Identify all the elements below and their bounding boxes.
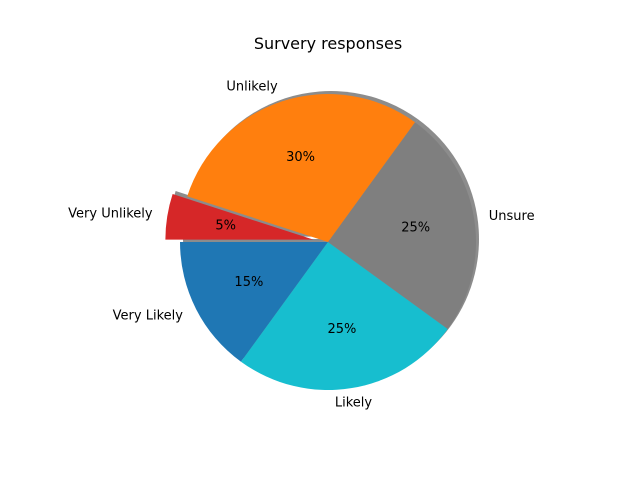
pie-pct-label-very-likely: 15%: [234, 275, 263, 290]
pie-slice-likely: [241, 242, 448, 390]
pie-category-label-very-likely: Very Likely: [113, 308, 184, 323]
pie-pct-label-unlikely: 30%: [286, 150, 315, 165]
pie-pct-label-very-unlikely: 5%: [215, 218, 236, 233]
pie-category-label-unlikely: Unlikely: [226, 80, 278, 95]
pie-pct-label-likely: 25%: [327, 322, 356, 337]
pie-pct-label-unsure: 25%: [401, 221, 430, 236]
pie-category-label-unsure: Unsure: [489, 209, 535, 224]
slice-layer: [165, 94, 476, 390]
chart-title: Survery responses: [254, 34, 402, 53]
pie-slice-unsure: [328, 122, 476, 329]
label-layer: 15% Very Likely 25% Likely 25% Unsure 30% Unlik…: [68, 80, 534, 411]
pie-category-label-likely: Likely: [335, 395, 373, 410]
pie-slice-unlikely: [187, 94, 415, 242]
pie-slice-very-unlikely: [165, 193, 314, 240]
pie-slice-very-likely: [180, 242, 328, 362]
pie-category-label-very-unlikely: Very Unlikely: [68, 207, 153, 222]
